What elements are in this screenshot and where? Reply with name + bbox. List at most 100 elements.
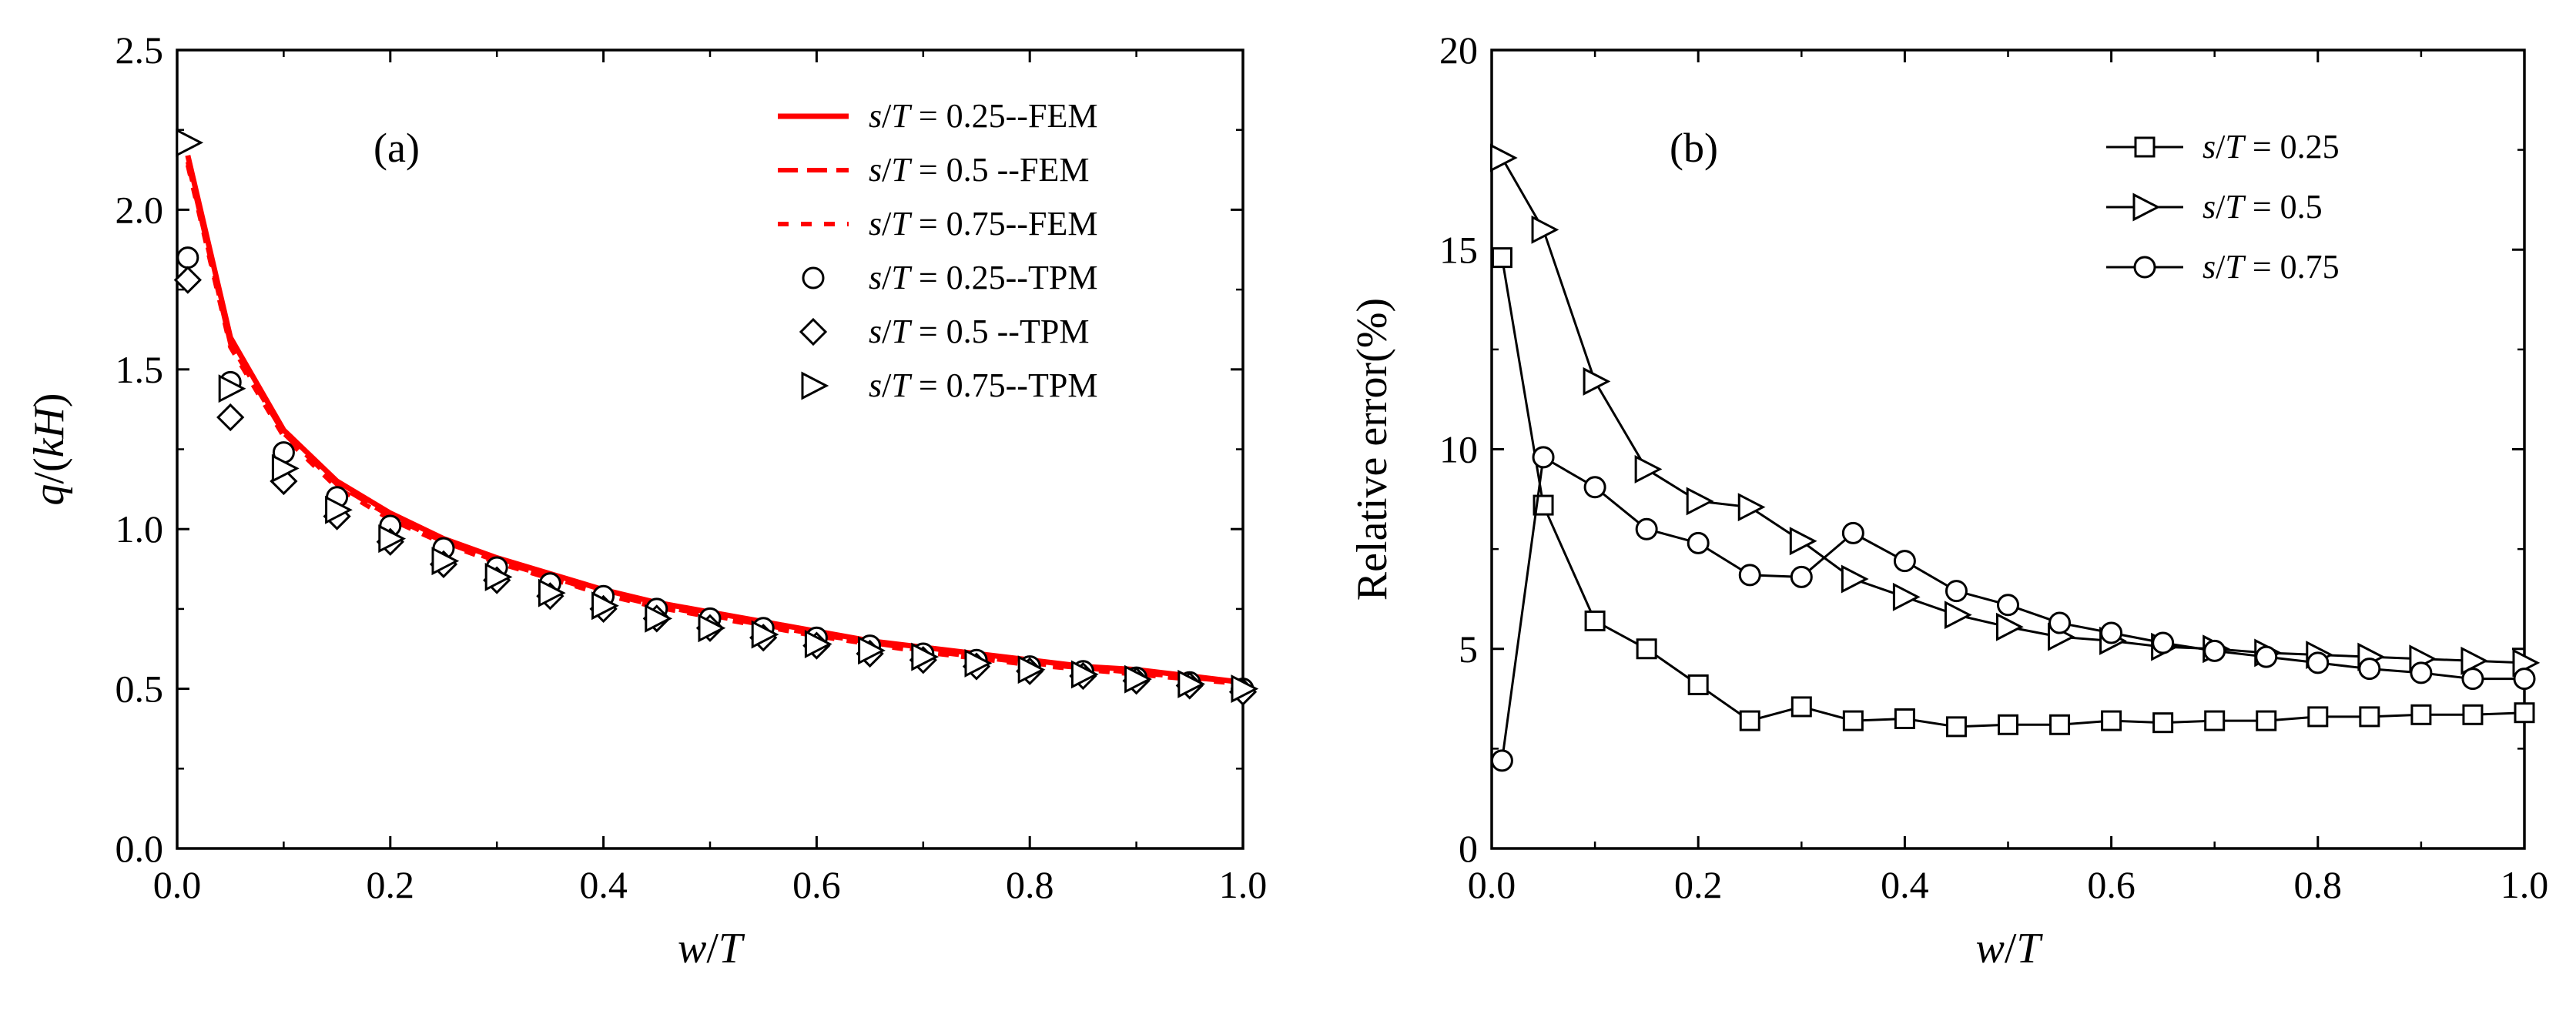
series-line [185,164,1244,687]
y-tick-label: 0.5 [116,668,164,711]
data-point [751,620,779,649]
y-axis-label: q/(kH) [25,393,73,505]
data-point [1231,674,1259,704]
legend-label: s/T = 0.75--TPM [869,366,1097,404]
y-tick-label: 15 [1439,228,1478,271]
data-point [1177,669,1206,698]
legend-label: s/T = 0.25--FEM [869,97,1097,135]
y-tick-label: 1.5 [116,348,164,391]
y-tick-label: 10 [1439,428,1478,471]
data-point [2359,706,2380,728]
data-point [538,578,566,607]
x-tick-label: 0.2 [1674,863,1723,906]
panel-label: (a) [374,125,420,171]
x-axis-label: w/T [1975,925,2043,972]
data-point [1789,527,1817,556]
legend-marker [2132,192,2161,222]
data-point [1583,476,1606,499]
data-point [1634,454,1663,484]
data-point [1490,749,1513,772]
data-point [645,604,673,633]
data-point [1790,696,1812,718]
chart-panel-a: 0.0 0.2 0.4 0.6 0.8 1.0 0.0 0.5 1.0 1.5 2.0 2.5 w/T q… [25,28,1267,972]
data-point [2048,611,2072,634]
data-point [1070,660,1099,689]
data-point [1790,565,1813,588]
data-point [858,636,886,665]
x-tick-label: 0.4 [1881,863,1929,906]
data-point [1998,714,2018,735]
data-point [1489,143,1518,172]
y-tick-label: 20 [1439,28,1478,72]
data-point [1491,247,1512,269]
x-tick-label: 0.6 [792,863,841,906]
y-tick-label: 0 [1459,827,1478,870]
data-point [2203,639,2226,662]
x-tick-label: 0.0 [1468,863,1516,906]
data-point [1584,610,1606,631]
data-point [271,453,300,483]
data-point [2410,704,2432,725]
data-point [218,374,246,403]
data-point [1686,487,1714,516]
data-point [1687,674,1709,695]
data-point [1531,215,1559,244]
data-point [804,630,832,658]
data-point [2100,621,2123,644]
data-point [2256,710,2277,731]
data-point [173,266,202,294]
series-1 [1489,143,2541,678]
data-point [176,128,204,157]
data-point [2204,710,2226,731]
data-point [1945,716,1967,738]
series-0 [1491,247,2535,738]
y-tick-label: 2.0 [116,188,164,231]
x-tick-label: 0.4 [579,863,628,906]
data-point [216,403,245,432]
data-point [2049,714,2071,735]
legend-label: s/T = 0.5 --FEM [869,151,1089,189]
legend-label: s/T = 0.25 [2202,128,2340,166]
y-tick-label: 1.0 [116,507,164,551]
data-point [2358,658,2381,681]
data-point [2513,668,2536,691]
data-point [2410,661,2433,684]
data-point [431,547,460,576]
data-point [2461,668,2484,691]
series-line [1501,157,2525,664]
data-point [176,246,199,269]
data-point [1737,493,1766,522]
data-point [1687,531,1710,554]
legend-label: s/T = 0.75 [2202,248,2340,286]
data-point [2152,712,2174,734]
data-point [2101,710,2122,731]
data-point [1533,494,1554,516]
x-tick-label: 0.2 [367,863,415,906]
data-point [1841,521,1864,544]
legend-marker [801,371,829,400]
y-tick-label: 2.5 [116,28,164,72]
legend-label: s/T = 0.25--TPM [869,259,1097,296]
x-tick-label: 0.8 [2294,863,2343,906]
legend-marker [799,317,828,346]
y-axis-label: Relative error(%) [1348,298,1396,601]
data-point [2306,651,2330,674]
data-point [1124,664,1152,694]
x-tick-label: 1.0 [1219,863,1268,906]
series-2 [185,164,1244,687]
legend-label: s/T = 0.5 --TPM [869,313,1089,350]
data-point [325,495,353,524]
series-2 [1490,446,2536,772]
data-point [2307,706,2329,728]
x-tick-label: 0.6 [2087,863,2136,906]
legend: s/T = 0.25--FEM s/T = 0.5 --FEM s/T = 0.75… [778,97,1097,404]
data-point [378,524,407,554]
data-point [484,562,513,591]
data-point [1635,517,1658,540]
data-point [1017,655,1046,684]
y-tick-label: 5 [1459,627,1478,671]
data-point [1997,594,2019,617]
x-tick-label: 0.0 [153,863,202,906]
data-point [1894,708,1915,729]
